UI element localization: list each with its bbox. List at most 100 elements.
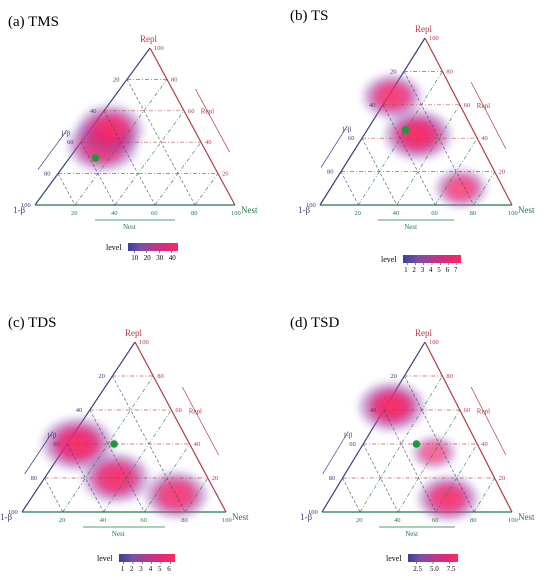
tick-nest-40: 40 (100, 517, 107, 524)
corner-repl: Repl (140, 34, 157, 44)
legend-title: level (386, 554, 402, 563)
corner-one-minus-beta: 1-β (298, 205, 310, 215)
corner-repl: Repl (125, 328, 142, 338)
density-field (357, 70, 492, 211)
tick-repl-60: 60 (175, 407, 182, 414)
centroid-point (110, 440, 118, 448)
legend-tick-10: 10 (131, 254, 139, 262)
legend-tick-3: 3 (421, 266, 425, 274)
density-field (353, 378, 483, 525)
tick-beta-100: 100 (308, 509, 318, 516)
tick-beta-60: 60 (349, 441, 356, 448)
tick-beta-60: 60 (53, 441, 60, 448)
ternary-panel-tms: (a) TMS 20 20 20 40 40 40 60 60 60 80 80 80 100 100 100… (8, 14, 258, 262)
legend-tick-4: 4 (149, 565, 153, 573)
tick-labels: 20 20 20 40 40 40 60 60 60 80 80 80 100 100 100 (308, 339, 518, 524)
grid-nest-40 (103, 409, 172, 513)
legend-tick-5.0: 5.0 (430, 565, 439, 573)
corner-nest: Nest (518, 205, 535, 215)
tick-beta-80: 80 (44, 171, 51, 178)
left-axis-arrow (37, 130, 68, 170)
legend-colorbar (119, 554, 175, 562)
legend-tick-30: 30 (156, 254, 164, 262)
level-legend: level 2.5 5.0 7.5 (386, 554, 458, 573)
right-axis-arrow (470, 81, 507, 150)
tick-beta-20: 20 (98, 373, 105, 380)
tick-repl-20: 20 (212, 475, 219, 482)
tick-nest-100: 100 (508, 210, 518, 217)
bottom-axis-title: Nest (404, 223, 417, 231)
tick-repl-20: 20 (222, 171, 229, 178)
level-legend: level 10 20 30 40 (106, 243, 178, 262)
left-axis-title: 1-β (343, 431, 353, 439)
tick-beta-60: 60 (67, 139, 74, 146)
tick-labels: 20 20 20 40 40 40 60 60 60 80 80 80 100 100 100 (8, 339, 232, 524)
corner-one-minus-beta: 1-β (300, 512, 312, 522)
tick-repl-100: 100 (139, 339, 149, 346)
grid-beta-60 (80, 142, 116, 206)
tick-nest-100: 100 (222, 517, 232, 524)
bottom-axis-title: Nest (405, 530, 418, 538)
axis-titles: 1-β Repl Nest (320, 81, 507, 231)
corner-nest: Nest (232, 512, 249, 522)
right-axis-arrow (470, 386, 507, 456)
left-axis-title: 1-β (61, 129, 71, 137)
legend-tick-2.5: 2.5 (413, 565, 422, 573)
bottom-axis-title: Nest (112, 530, 125, 538)
tick-repl-60: 60 (464, 102, 471, 109)
legend-tick-5: 5 (437, 266, 441, 274)
corner-repl: Repl (415, 24, 432, 34)
tick-nest-20: 20 (354, 210, 361, 217)
legend-tick-20: 20 (144, 254, 152, 262)
tick-nest-100: 100 (508, 517, 518, 524)
tick-beta-60: 60 (348, 135, 355, 142)
tick-nest-100: 100 (231, 210, 241, 217)
left-axis-title: 1-β (342, 126, 352, 134)
gridlines (340, 71, 495, 206)
grid-beta-40 (89, 409, 145, 513)
legend-title: level (381, 255, 397, 264)
density-peak-2 (357, 70, 427, 123)
axis-titles: 1-β Repl Nest (322, 386, 507, 538)
right-edge (149, 47, 236, 206)
tick-beta-100: 100 (306, 202, 316, 209)
centroid-point (412, 440, 421, 448)
right-axis-title: Repl (201, 107, 214, 115)
axis-titles: 1-β Repl Nest (37, 88, 230, 231)
legend-title: level (97, 554, 113, 563)
legend-tick-7.5: 7.5 (447, 565, 456, 573)
corner-labels: Repl 1-β Nest (13, 34, 258, 215)
left-axis-title: 1-β (47, 431, 57, 439)
tick-nest-80: 80 (191, 210, 198, 217)
gridlines (57, 79, 219, 206)
grid-nest-60 (435, 443, 478, 513)
tick-labels: 20 20 20 40 40 40 60 60 60 80 80 80 100 100 100 (21, 45, 241, 217)
tick-nest-60: 60 (431, 210, 438, 217)
tick-nest-80: 80 (470, 517, 477, 524)
legend-tick-4: 4 (429, 266, 433, 274)
tick-repl-40: 40 (481, 441, 488, 448)
density-peak-1 (353, 378, 430, 436)
ternary-panel-tds: (c) TDS 20 20 20 40 40 40 60 60 60 80 80 80 100 100 100… (0, 315, 249, 573)
grid-nest-80 (184, 477, 209, 513)
tick-beta-20: 20 (390, 68, 397, 75)
right-axis-title: Repl (477, 408, 490, 416)
tick-nest-20: 20 (356, 517, 363, 524)
right-edge (134, 341, 227, 513)
grid-nest-60 (434, 138, 478, 206)
tick-beta-20: 20 (390, 373, 397, 380)
density-field (62, 101, 148, 176)
tick-nest-40: 40 (394, 517, 401, 524)
tick-repl-60: 60 (188, 108, 195, 115)
grid-nest-20 (359, 375, 443, 513)
gridlines (342, 375, 495, 513)
panel-label: (c) TDS (8, 315, 56, 331)
legend-title: level (106, 243, 122, 252)
legend-tick-1: 1 (121, 565, 125, 573)
left-edge (319, 37, 426, 206)
panel-label: (a) TMS (8, 14, 59, 30)
grid-nest-80 (473, 477, 495, 513)
ternary-panel-ts: (b) TS202020404040606060808080100100100R… (290, 8, 535, 274)
corner-one-minus-beta: 1-β (0, 512, 12, 522)
